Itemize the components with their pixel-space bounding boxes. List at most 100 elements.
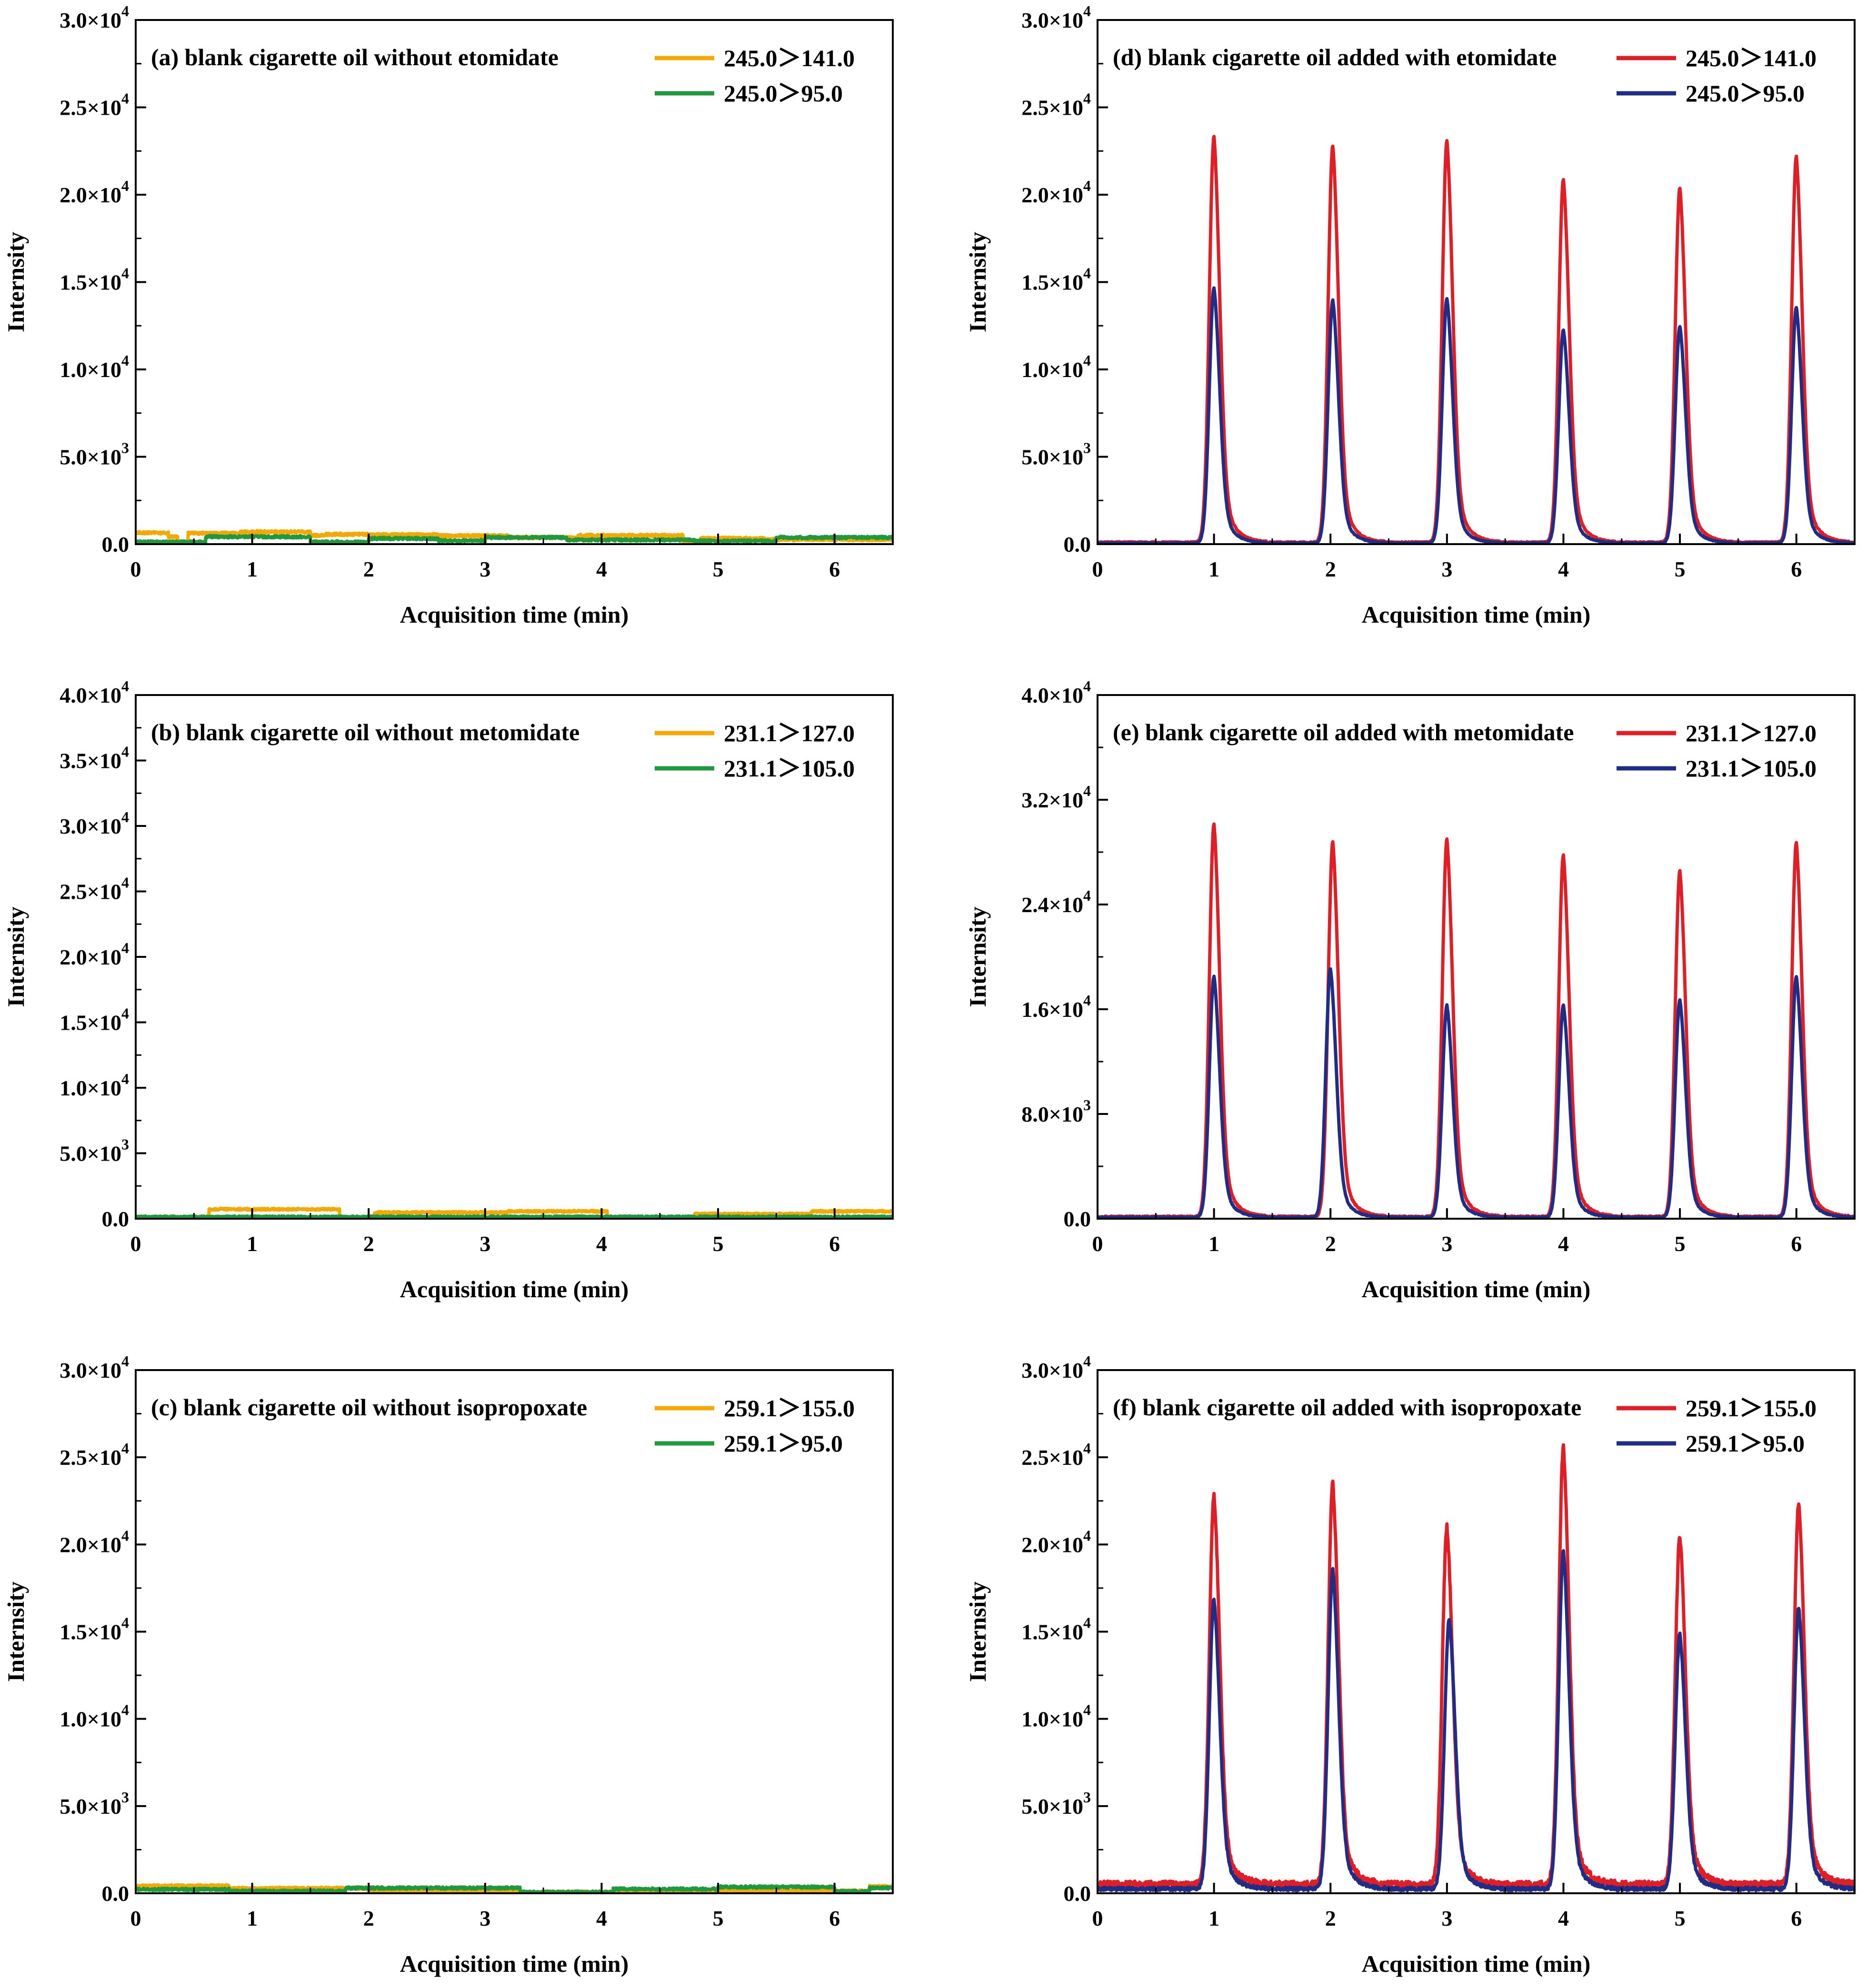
y-axis-label: Internsity <box>964 906 991 1007</box>
x-tick-label: 4 <box>596 1906 607 1930</box>
y-tick-label: 4.0×104 <box>1021 677 1091 707</box>
y-tick-label: 1.0×104 <box>60 1070 129 1100</box>
y-tick-label: 5.0×103 <box>1021 439 1091 469</box>
x-tick-label: 2 <box>363 1906 374 1930</box>
y-tick-label: 1.5×104 <box>60 1005 129 1035</box>
y-tick-label: 1.5×104 <box>1021 265 1091 295</box>
y-axis-label: Internsity <box>2 1581 29 1682</box>
x-axis-label: Acquisition time (min) <box>1362 601 1591 628</box>
y-tick-label: 3.0×104 <box>1021 2 1091 32</box>
x-tick-label: 2 <box>1325 1906 1336 1930</box>
y-tick-label: 0.0 <box>1064 1207 1091 1231</box>
y-tick-label: 2.0×104 <box>60 1527 129 1557</box>
legend-label-2: 231.1＞105.0 <box>724 755 855 782</box>
legend-label-1: 259.1＞155.0 <box>1686 1395 1817 1421</box>
chart-panel-c: 0 1 2 3 4 5 6 0.0 5.0×103 1.0×104 1.5×104 2.0×104 2.… <box>2 1352 894 1977</box>
x-tick-label: 1 <box>1208 557 1219 581</box>
x-tick-label: 3 <box>1441 1906 1452 1930</box>
x-tick-label: 1 <box>1208 1232 1219 1256</box>
x-axis-label: Acquisition time (min) <box>1362 1276 1591 1302</box>
y-tick-label: 4.0×104 <box>60 677 129 707</box>
x-tick-label: 2 <box>1325 1232 1336 1256</box>
x-tick-label: 3 <box>479 557 490 581</box>
chart-panel-b: 0 1 2 3 4 5 6 0.0 5.0×103 1.0×104 1.5×104 2.0×104 2.… <box>2 677 894 1302</box>
y-tick-label: 3.5×104 <box>60 743 129 773</box>
series-line-a-2 <box>136 534 893 544</box>
series-line-b-2 <box>136 1214 893 1219</box>
y-tick-label: 1.0×104 <box>60 1701 129 1731</box>
x-tick-label: 3 <box>1441 557 1452 581</box>
series-line-f-1 <box>1098 1443 1855 1890</box>
y-tick-label: 0.0 <box>102 532 130 557</box>
y-tick-label: 1.6×104 <box>1021 992 1091 1022</box>
panel-title: (c) blank cigarette oil without isopropo… <box>151 1394 587 1421</box>
y-tick-label: 1.5×104 <box>60 265 129 295</box>
x-tick-label: 0 <box>1092 1906 1103 1930</box>
y-tick-label: 1.5×104 <box>1021 1614 1091 1644</box>
y-tick-label: 1.0×104 <box>1021 1701 1091 1731</box>
y-tick-label: 2.0×104 <box>1021 177 1091 207</box>
y-tick-label: 2.0×104 <box>60 177 129 207</box>
panel-title: (e) blank cigarette oil added with metom… <box>1113 719 1574 746</box>
x-tick-label: 6 <box>829 1232 840 1256</box>
x-tick-label: 4 <box>596 557 607 581</box>
y-tick-label: 2.5×104 <box>60 874 129 904</box>
x-tick-label: 5 <box>713 1906 724 1930</box>
y-tick-label: 8.0×103 <box>1021 1096 1091 1126</box>
x-tick-label: 4 <box>596 1232 607 1256</box>
x-tick-label: 2 <box>363 1232 374 1256</box>
legend-label-1: 245.0＞141.0 <box>724 45 855 71</box>
legend-label-1: 245.0＞141.0 <box>1686 45 1817 71</box>
panel-title: (d) blank cigarette oil added with etomi… <box>1113 44 1557 70</box>
y-tick-label: 3.2×104 <box>1021 782 1091 812</box>
y-tick-label: 0.0 <box>102 1207 130 1231</box>
x-tick-label: 1 <box>1208 1906 1219 1930</box>
x-tick-label: 6 <box>829 1906 840 1930</box>
x-axis-label: Acquisition time (min) <box>400 1950 629 1977</box>
y-axis-label: Internsity <box>964 232 991 332</box>
x-tick-label: 3 <box>479 1906 490 1930</box>
x-tick-label: 0 <box>130 1906 141 1930</box>
x-tick-label: 6 <box>1791 1232 1802 1256</box>
x-tick-label: 3 <box>479 1232 490 1256</box>
x-axis-label: Acquisition time (min) <box>400 601 629 628</box>
x-tick-label: 5 <box>1675 1232 1686 1256</box>
x-tick-label: 2 <box>1325 557 1336 581</box>
y-tick-label: 3.0×104 <box>60 2 129 32</box>
x-tick-label: 5 <box>1675 557 1686 581</box>
x-tick-label: 4 <box>1558 1232 1569 1256</box>
y-tick-label: 0.0 <box>1064 532 1091 557</box>
panel-title: (b) blank cigarette oil without metomida… <box>151 719 579 746</box>
x-tick-label: 0 <box>130 1232 141 1256</box>
x-tick-label: 1 <box>247 1232 258 1256</box>
x-tick-label: 0 <box>1092 557 1103 581</box>
x-axis-label: Acquisition time (min) <box>1362 1950 1591 1977</box>
x-tick-label: 1 <box>247 557 258 581</box>
y-tick-label: 2.0×104 <box>60 939 129 969</box>
series-line-c-1 <box>136 1883 893 1893</box>
series-line-d-2 <box>1098 286 1855 544</box>
y-tick-label: 3.0×104 <box>60 808 129 838</box>
x-tick-label: 6 <box>1791 557 1802 581</box>
chart-panel-e: 0 1 2 3 4 5 6 0.0 8.0×103 1.6×104 2.4×104 3.2×104 4.… <box>964 677 1856 1302</box>
y-axis-label: Internsity <box>2 232 29 332</box>
series-line-f-2 <box>1098 1549 1855 1892</box>
y-tick-label: 0.0 <box>102 1881 130 1906</box>
y-tick-label: 2.4×104 <box>1021 887 1091 917</box>
y-tick-label: 2.5×104 <box>60 90 129 120</box>
y-axis-label: Internsity <box>2 906 29 1007</box>
x-tick-label: 1 <box>247 1906 258 1930</box>
y-tick-label: 2.0×104 <box>1021 1527 1091 1557</box>
chart-panel-a: 0 1 2 3 4 5 6 0.0 5.0×103 1.0×104 1.5×104 2.0×104 2.… <box>2 2 894 628</box>
x-tick-label: 6 <box>1791 1906 1802 1930</box>
y-tick-label: 3.0×104 <box>60 1352 129 1382</box>
y-tick-label: 2.5×104 <box>1021 1440 1091 1470</box>
legend-label-2: 245.0＞95.0 <box>724 80 843 107</box>
x-tick-label: 5 <box>713 557 724 581</box>
x-axis-label: Acquisition time (min) <box>400 1276 629 1302</box>
x-tick-label: 4 <box>1558 557 1569 581</box>
y-tick-label: 1.5×104 <box>60 1614 129 1644</box>
legend-label-1: 231.1＞127.0 <box>724 720 855 746</box>
y-tick-label: 2.5×104 <box>1021 90 1091 120</box>
